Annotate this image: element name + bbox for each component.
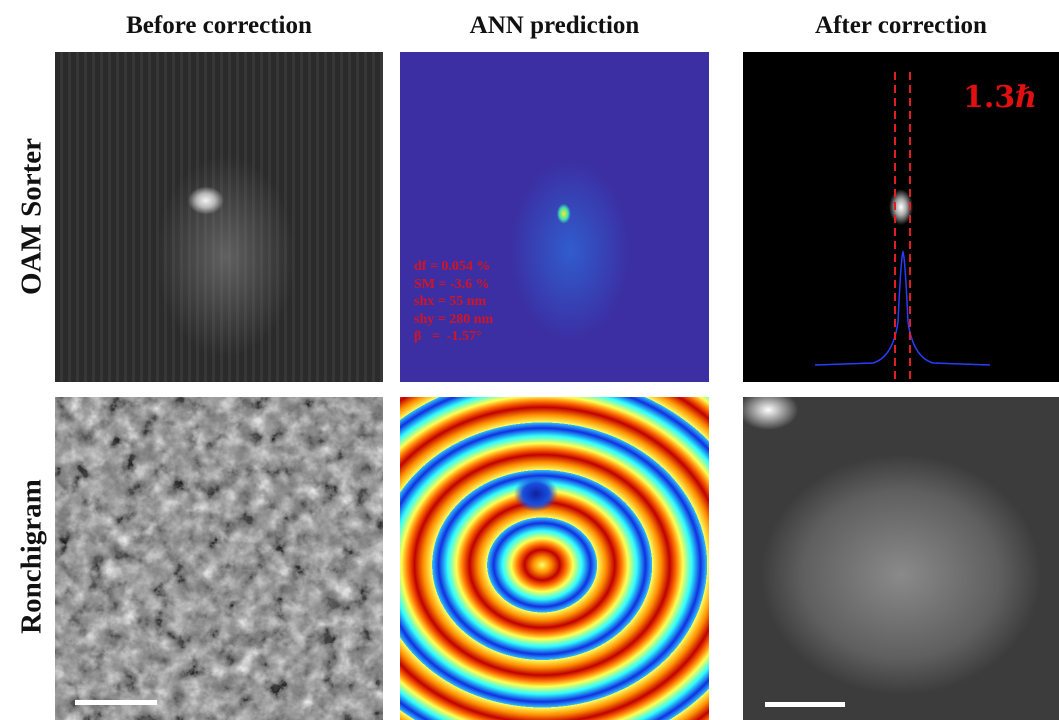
profile-plot	[814, 72, 991, 382]
scale-bar	[75, 700, 157, 705]
row-label: Ronchigram	[15, 479, 48, 634]
row-label: OAM Sorter	[15, 137, 48, 296]
column-header: After correction	[815, 12, 987, 39]
parameter-list: df = 0.054 % SM = -3.6 % shx = 55 nm shy = …	[414, 258, 493, 346]
oam-prediction: df = 0.054 % SM = -3.6 % shx = 55 nm shy = …	[400, 52, 709, 382]
column-header: Before correction	[126, 12, 312, 39]
parameter: β = -1.57°	[414, 329, 482, 344]
intensity-profile	[814, 249, 991, 366]
parameter: shx = 55 nm	[414, 294, 487, 309]
ronchigram-after	[743, 397, 1059, 720]
oam-value: 1.3ℏ	[962, 80, 1037, 115]
scale-bar	[765, 702, 845, 707]
parameter: SM = -3.6 %	[414, 276, 490, 292]
ronchigram-before	[55, 397, 383, 720]
oam-after: 1.3ℏ	[743, 52, 1059, 382]
oam-before	[55, 52, 383, 382]
column-header: ANN prediction	[469, 12, 640, 39]
speckle	[55, 397, 383, 720]
ronchigram-prediction	[400, 397, 709, 720]
parameter: df = 0.054 %	[414, 259, 491, 274]
parameter: shy = 280 nm	[414, 311, 494, 327]
